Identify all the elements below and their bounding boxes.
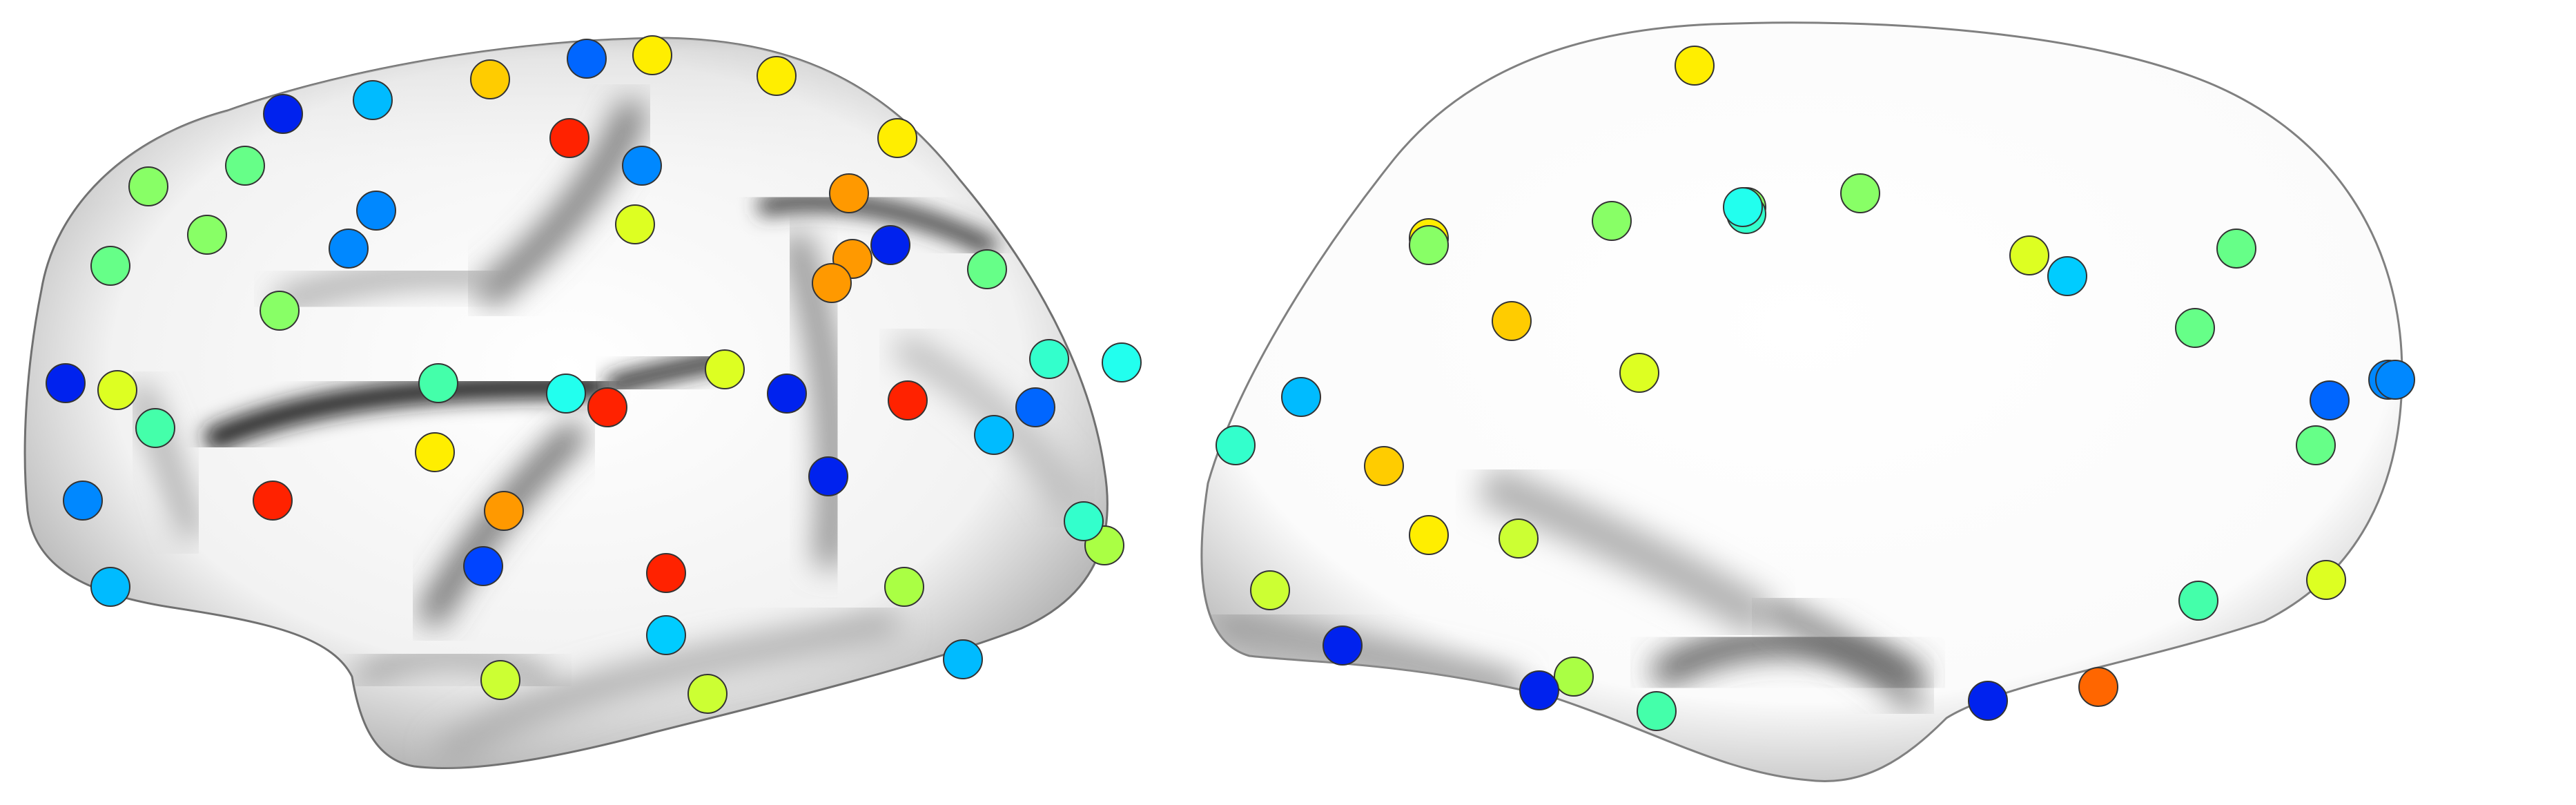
electrode-marker	[2216, 229, 2256, 269]
electrode-marker	[353, 80, 393, 120]
electrode-marker	[470, 59, 510, 99]
electrode-marker	[356, 191, 396, 231]
electrode-marker	[808, 456, 848, 496]
electrode-marker	[877, 118, 917, 158]
electrode-marker	[1554, 657, 1594, 697]
electrode-marker	[1409, 225, 1449, 265]
electrode-marker	[757, 56, 797, 96]
electrode-marker	[1015, 387, 1055, 427]
electrode-marker	[1409, 515, 1449, 555]
electrode-marker	[128, 166, 168, 206]
electrode-marker	[546, 374, 586, 414]
electrode-marker	[2178, 581, 2218, 621]
electrode-marker	[2375, 360, 2415, 400]
electrode-marker	[967, 249, 1007, 289]
electrode-marker	[829, 173, 869, 213]
electrode-marker	[1102, 342, 1142, 382]
electrode-marker	[1064, 501, 1104, 541]
electrode-marker	[549, 118, 589, 158]
electrode-marker	[329, 229, 369, 269]
electrode-marker	[225, 146, 265, 186]
electrode-marker	[767, 374, 807, 414]
electrode-marker	[1619, 353, 1659, 393]
electrode-marker	[567, 39, 607, 79]
electrode-marker	[480, 660, 520, 700]
right-hemisphere-electrodes	[1216, 46, 2415, 731]
electrode-marker	[1216, 425, 1256, 465]
electrode-marker	[90, 567, 130, 607]
electrode-marker	[2047, 256, 2087, 296]
right-hemisphere-shading	[1211, 464, 1926, 712]
electrode-marker	[135, 408, 175, 448]
electrode-marker	[870, 225, 910, 265]
electrode-marker	[1250, 570, 1290, 610]
electrode-marker	[1592, 201, 1632, 241]
electrode-marker	[63, 481, 103, 521]
left-hemisphere-electrodes	[46, 35, 1142, 714]
electrode-marker	[1281, 377, 1321, 417]
electrode-marker	[418, 363, 458, 403]
electrode-marker	[1323, 625, 1363, 666]
electrode-marker	[90, 246, 130, 286]
electrode-marker	[812, 263, 852, 303]
left-hemisphere	[23, 37, 1109, 770]
electrode-marker	[415, 432, 455, 472]
electrode-marker	[1499, 518, 1539, 559]
electrode-marker	[705, 349, 745, 389]
electrode-marker	[888, 380, 928, 420]
electrode-marker	[1723, 187, 1763, 227]
electrode-marker	[1029, 339, 1069, 379]
electrode-marker	[2078, 667, 2118, 707]
electrode-marker	[884, 567, 924, 607]
electrode-marker	[1840, 173, 1880, 213]
electrode-marker	[484, 491, 524, 531]
electrode-marker	[253, 481, 293, 521]
electrode-marker	[97, 370, 137, 410]
electrode-marker	[2296, 425, 2336, 465]
electrode-marker	[1675, 46, 1715, 86]
right-hemisphere	[1200, 21, 2403, 782]
electrode-marker	[632, 35, 672, 75]
electrode-marker	[260, 291, 300, 331]
electrode-marker	[1519, 670, 1559, 710]
electrode-marker	[974, 415, 1014, 455]
electrode-marker	[587, 387, 627, 427]
electrode-marker	[1968, 681, 2008, 721]
electrode-marker	[2175, 308, 2215, 348]
electrode-marker	[263, 94, 303, 134]
electrode-marker	[687, 674, 728, 714]
electrode-marker	[646, 615, 686, 655]
electrode-marker	[622, 146, 662, 186]
electrode-marker	[46, 363, 86, 403]
electrode-marker	[646, 553, 686, 593]
electrode-marker	[2009, 235, 2049, 275]
electrode-marker	[2306, 560, 2346, 600]
electrode-marker	[1492, 301, 1532, 341]
electrode-marker	[463, 546, 503, 586]
electrode-marker	[1364, 446, 1404, 486]
electrode-marker	[615, 204, 655, 244]
electrode-marker	[2310, 380, 2350, 420]
electrode-marker	[1637, 691, 1677, 731]
electrode-marker	[943, 639, 983, 679]
electrode-marker	[187, 215, 227, 255]
